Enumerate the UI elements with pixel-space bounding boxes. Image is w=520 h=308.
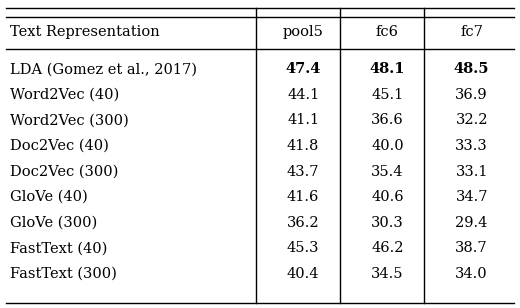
Text: 41.1: 41.1 xyxy=(287,113,319,128)
Text: 41.8: 41.8 xyxy=(287,139,319,153)
Text: Word2Vec (300): Word2Vec (300) xyxy=(10,113,129,128)
Text: 44.1: 44.1 xyxy=(287,88,319,102)
Text: GloVe (40): GloVe (40) xyxy=(10,190,88,204)
Text: 40.4: 40.4 xyxy=(287,267,319,281)
Text: 45.1: 45.1 xyxy=(371,88,404,102)
Text: 34.0: 34.0 xyxy=(456,267,488,281)
Text: pool5: pool5 xyxy=(283,25,323,39)
Text: 33.3: 33.3 xyxy=(456,139,488,153)
Text: 48.1: 48.1 xyxy=(370,62,405,76)
Text: GloVe (300): GloVe (300) xyxy=(10,216,98,230)
Text: 36.9: 36.9 xyxy=(456,88,488,102)
Text: 47.4: 47.4 xyxy=(285,62,321,76)
Text: 32.2: 32.2 xyxy=(456,113,488,128)
Text: 38.7: 38.7 xyxy=(456,241,488,255)
Text: FastText (300): FastText (300) xyxy=(10,267,118,281)
Text: 40.0: 40.0 xyxy=(371,139,404,153)
Text: fc6: fc6 xyxy=(376,25,399,39)
Text: 36.6: 36.6 xyxy=(371,113,404,128)
Text: 35.4: 35.4 xyxy=(371,164,404,179)
Text: Text Representation: Text Representation xyxy=(10,25,160,39)
Text: FastText (40): FastText (40) xyxy=(10,241,108,255)
Text: Doc2Vec (300): Doc2Vec (300) xyxy=(10,164,119,179)
Text: 43.7: 43.7 xyxy=(287,164,319,179)
Text: 48.5: 48.5 xyxy=(454,62,489,76)
Text: 45.3: 45.3 xyxy=(287,241,319,255)
Text: Word2Vec (40): Word2Vec (40) xyxy=(10,88,120,102)
Text: 30.3: 30.3 xyxy=(371,216,404,230)
Text: fc7: fc7 xyxy=(460,25,483,39)
Text: 29.4: 29.4 xyxy=(456,216,488,230)
Text: 33.1: 33.1 xyxy=(456,164,488,179)
Text: LDA (Gomez et al., 2017): LDA (Gomez et al., 2017) xyxy=(10,62,198,76)
Text: 36.2: 36.2 xyxy=(287,216,319,230)
Text: Doc2Vec (40): Doc2Vec (40) xyxy=(10,139,109,153)
Text: 40.6: 40.6 xyxy=(371,190,404,204)
Text: 46.2: 46.2 xyxy=(371,241,404,255)
Text: 41.6: 41.6 xyxy=(287,190,319,204)
Text: 34.7: 34.7 xyxy=(456,190,488,204)
Text: 34.5: 34.5 xyxy=(371,267,404,281)
